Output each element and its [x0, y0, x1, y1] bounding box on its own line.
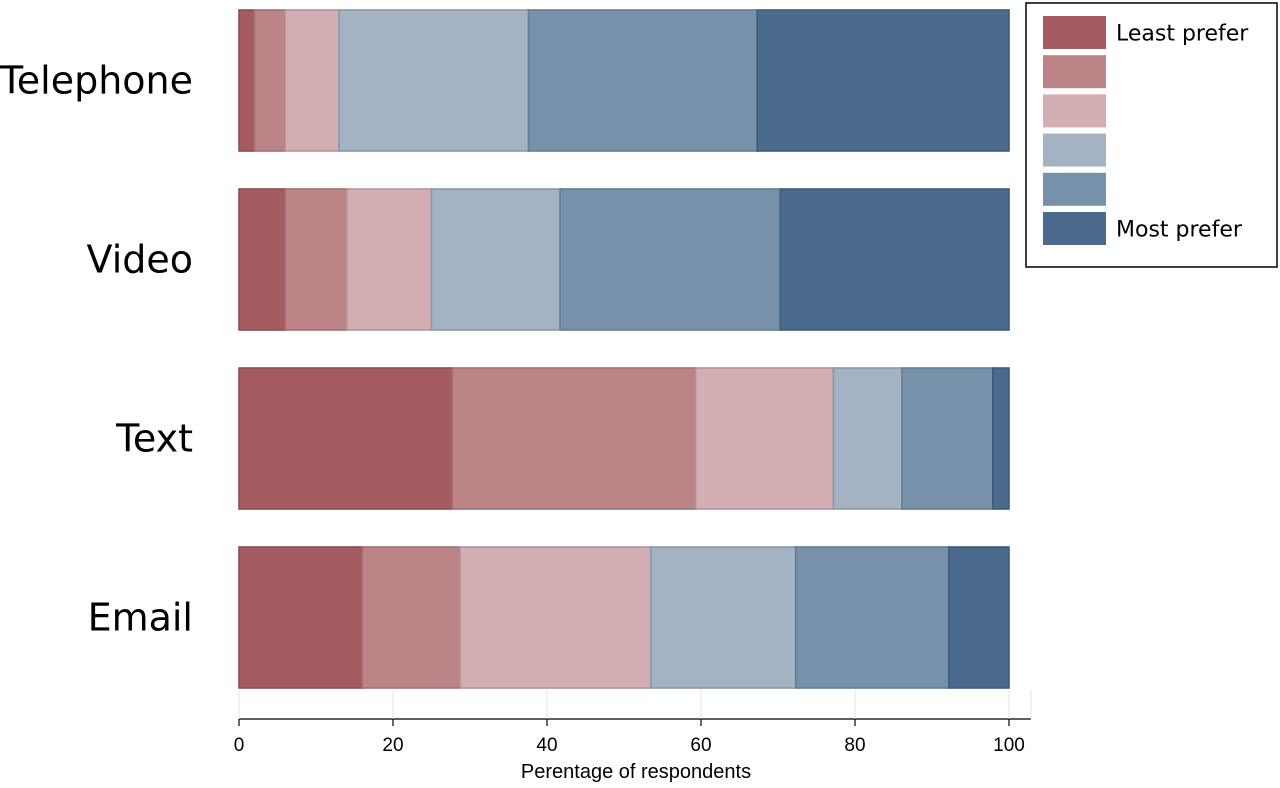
bar-segment-email-6 [948, 546, 1010, 689]
bars-group [238, 9, 1010, 689]
bar-segment-telephone-4 [338, 9, 530, 152]
category-label-text: Text [115, 417, 193, 461]
x-axis: 0 20 40 60 80 100 [234, 690, 1032, 756]
x-tick-label-80: 80 [844, 735, 865, 756]
legend-swatch-3 [1043, 94, 1106, 128]
bar-segment-text-2 [451, 367, 697, 510]
category-labels: Telephone Video Text Email [0, 59, 193, 640]
bar-segment-text-4 [832, 367, 903, 510]
legend-swatch-6 [1043, 212, 1106, 245]
bar-segment-email-1 [238, 546, 363, 689]
legend-swatch-2 [1043, 55, 1106, 89]
bar-segment-telephone-5 [527, 9, 759, 152]
bar-segment-text-1 [238, 367, 454, 510]
category-label-email: Email [88, 596, 193, 640]
bar-segment-video-4 [430, 188, 561, 331]
bar-segment-video-3 [345, 188, 433, 331]
x-tick-label-0: 0 [234, 735, 245, 756]
bar-segment-text-3 [694, 367, 835, 510]
x-tick-label-60: 60 [690, 735, 711, 756]
bar-segment-email-5 [794, 546, 950, 689]
bar-segment-telephone-6 [756, 9, 1010, 152]
bar-segment-video-2 [284, 188, 348, 331]
bar-segment-email-4 [650, 546, 797, 689]
legend: Least prefer Most prefer [1025, 2, 1278, 268]
bar-segment-telephone-1 [238, 9, 256, 152]
x-tick-label-100: 100 [993, 735, 1025, 756]
bar-segment-email-3 [459, 546, 652, 689]
category-label-video: Video [87, 238, 193, 282]
legend-swatch-4 [1043, 133, 1106, 167]
bar-segment-telephone-3 [284, 9, 340, 152]
bar-segment-telephone-2 [253, 9, 286, 152]
bar-segment-video-6 [779, 188, 1010, 331]
category-label-telephone: Telephone [0, 59, 193, 103]
legend-label-1: Least prefer [1116, 22, 1249, 47]
legend-label-6: Most prefer [1116, 218, 1243, 243]
legend-swatch-5 [1043, 172, 1106, 206]
bar-segment-text-5 [901, 367, 994, 510]
legend-swatch-1 [1043, 16, 1106, 49]
x-tick-label-40: 40 [536, 735, 557, 756]
bar-segment-video-5 [559, 188, 782, 331]
x-tick-label-20: 20 [382, 735, 403, 756]
bar-segment-email-2 [361, 546, 461, 689]
bar-segment-video-1 [238, 188, 287, 331]
bar-segment-text-6 [992, 367, 1010, 510]
x-axis-title: Perentage of respondents [521, 761, 751, 783]
